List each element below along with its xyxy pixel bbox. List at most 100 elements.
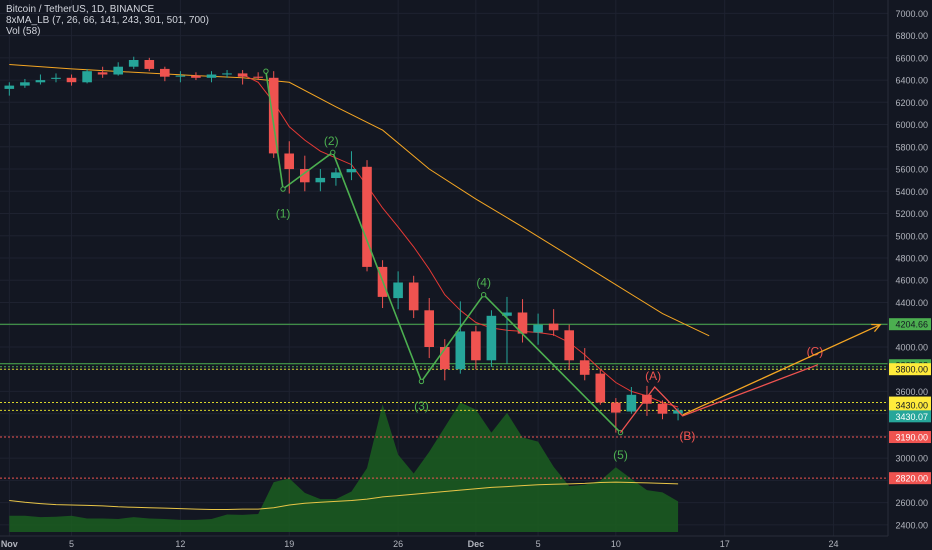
price-level-tag-label: 3190.00 (895, 433, 928, 443)
correction-label: (C) (807, 344, 824, 358)
wave-label: (4) (476, 275, 491, 289)
candle-body (97, 72, 108, 75)
time-tick-label: 5 (536, 539, 541, 549)
price-tick-label: 5800.00 (895, 142, 928, 152)
candle-body (20, 82, 30, 86)
ma-indicator-title[interactable]: 8xMA_LB (7, 26, 66, 141, 243, 301, 501, … (6, 15, 209, 26)
candle-body (440, 347, 450, 370)
time-axis-bg (0, 536, 888, 550)
symbol-title[interactable]: Bitcoin / TetherUS, 1D, BINANCE (6, 4, 155, 15)
wave-annotations[interactable]: (1) (2) (3) (4) (5) (A) (B) (C) (263, 68, 882, 462)
candle-body (284, 153, 294, 170)
volume-indicator-title[interactable]: Vol (58) (6, 26, 41, 37)
candle-body (315, 177, 326, 183)
candle-body (160, 68, 170, 77)
price-level-tag (889, 318, 931, 331)
price-tick-label: 4400.00 (895, 298, 928, 308)
candle-body (455, 331, 466, 370)
candle-body (144, 60, 155, 69)
wave-point (480, 291, 487, 298)
price-level-tag (889, 431, 931, 444)
time-tick-label: 12 (175, 539, 185, 549)
candle-body (548, 323, 559, 331)
candle-body (346, 169, 357, 173)
ma-slow-line (9, 64, 710, 337)
price-tick-label: 7000.00 (895, 9, 928, 19)
price-tick-label: 3000.00 (895, 454, 928, 464)
candle-body (35, 80, 46, 83)
candle-body (268, 77, 279, 154)
wave-point (280, 186, 286, 192)
candle-body (657, 403, 668, 414)
wave-label: (2) (324, 134, 339, 148)
price-level-tag-label: 3430.07 (895, 412, 928, 422)
correction-wave-line (619, 364, 819, 433)
price-tick-label: 2600.00 (895, 498, 928, 508)
price-tick-label: 6000.00 (895, 120, 928, 130)
price-tick-label: 4000.00 (895, 342, 928, 352)
chart-legend: Bitcoin / TetherUS, 1D, BINANCE 8xMA_LB … (6, 4, 209, 37)
candle-body (128, 60, 139, 67)
candle-body (300, 169, 310, 183)
price-tick-label: 6200.00 (895, 98, 928, 108)
price-tick-label: 6600.00 (895, 53, 928, 63)
candle-body (237, 73, 248, 77)
time-tick-label: Dec (468, 539, 485, 549)
candle-body (175, 75, 186, 77)
candle-body (393, 282, 403, 299)
candle-body (486, 315, 497, 361)
price-tick-label: 4600.00 (895, 276, 928, 286)
price-tick-label: 5000.00 (895, 231, 928, 241)
candle-body (642, 394, 652, 404)
candle-body (222, 73, 232, 75)
price-tick-label: 3600.00 (895, 387, 928, 397)
candle-body (595, 373, 606, 403)
time-tick-label: 10 (611, 539, 621, 549)
candle-body (502, 312, 512, 316)
projection-arrow-line (682, 324, 881, 416)
candle-body (113, 66, 123, 75)
wave-label: (5) (613, 448, 628, 462)
price-tick-label: 6400.00 (895, 76, 928, 86)
price-tick-label: 5400.00 (895, 187, 928, 197)
wave-label: (3) (414, 399, 429, 413)
correction-label: (B) (679, 429, 695, 443)
time-axis[interactable]: Nov 5 12 19 26 Dec 5 10 17 24 (0, 535, 888, 550)
wave-point (263, 68, 269, 74)
candle-body (533, 324, 543, 333)
candle-body (362, 166, 372, 267)
price-level-tag (889, 398, 931, 411)
candle-body (66, 77, 77, 83)
time-tick-label: 19 (284, 539, 294, 549)
time-tick-label: Nov (1, 539, 18, 549)
price-level-tag (889, 472, 931, 485)
candle-body (253, 76, 263, 78)
wave-point (330, 149, 336, 156)
price-tick-label: 6800.00 (895, 31, 928, 41)
price-level-tag-label: 4204.66 (895, 320, 928, 330)
impulse-wave-line (265, 71, 622, 434)
price-level-tag-label: 3430.00 (895, 400, 928, 410)
price-level-tag-label: 2820.00 (895, 474, 928, 484)
wave-label: (1) (276, 207, 291, 221)
volume-fill (9, 402, 679, 532)
time-tick-label: 24 (829, 539, 839, 549)
candle-body (191, 75, 201, 78)
time-tick-label: 5 (69, 539, 74, 549)
time-tick-label: 26 (393, 539, 403, 549)
price-axis[interactable]: 7000.00 6800.00 6600.00 6400.00 6200.00 6000.… (887, 0, 932, 550)
candle-body (611, 402, 621, 413)
candle-body (408, 282, 419, 311)
candle-body (579, 360, 590, 375)
price-axis-bg (888, 0, 932, 550)
candle-body (82, 71, 92, 83)
candle-body (331, 172, 341, 178)
price-tick-label: 5600.00 (895, 165, 928, 175)
price-level-tag-label: 3800.00 (895, 365, 928, 375)
candle-body (517, 312, 528, 334)
volume-ma-line (9, 481, 679, 510)
candle-body (51, 77, 61, 79)
candle-body (206, 74, 217, 78)
price-level-tag (889, 363, 931, 376)
